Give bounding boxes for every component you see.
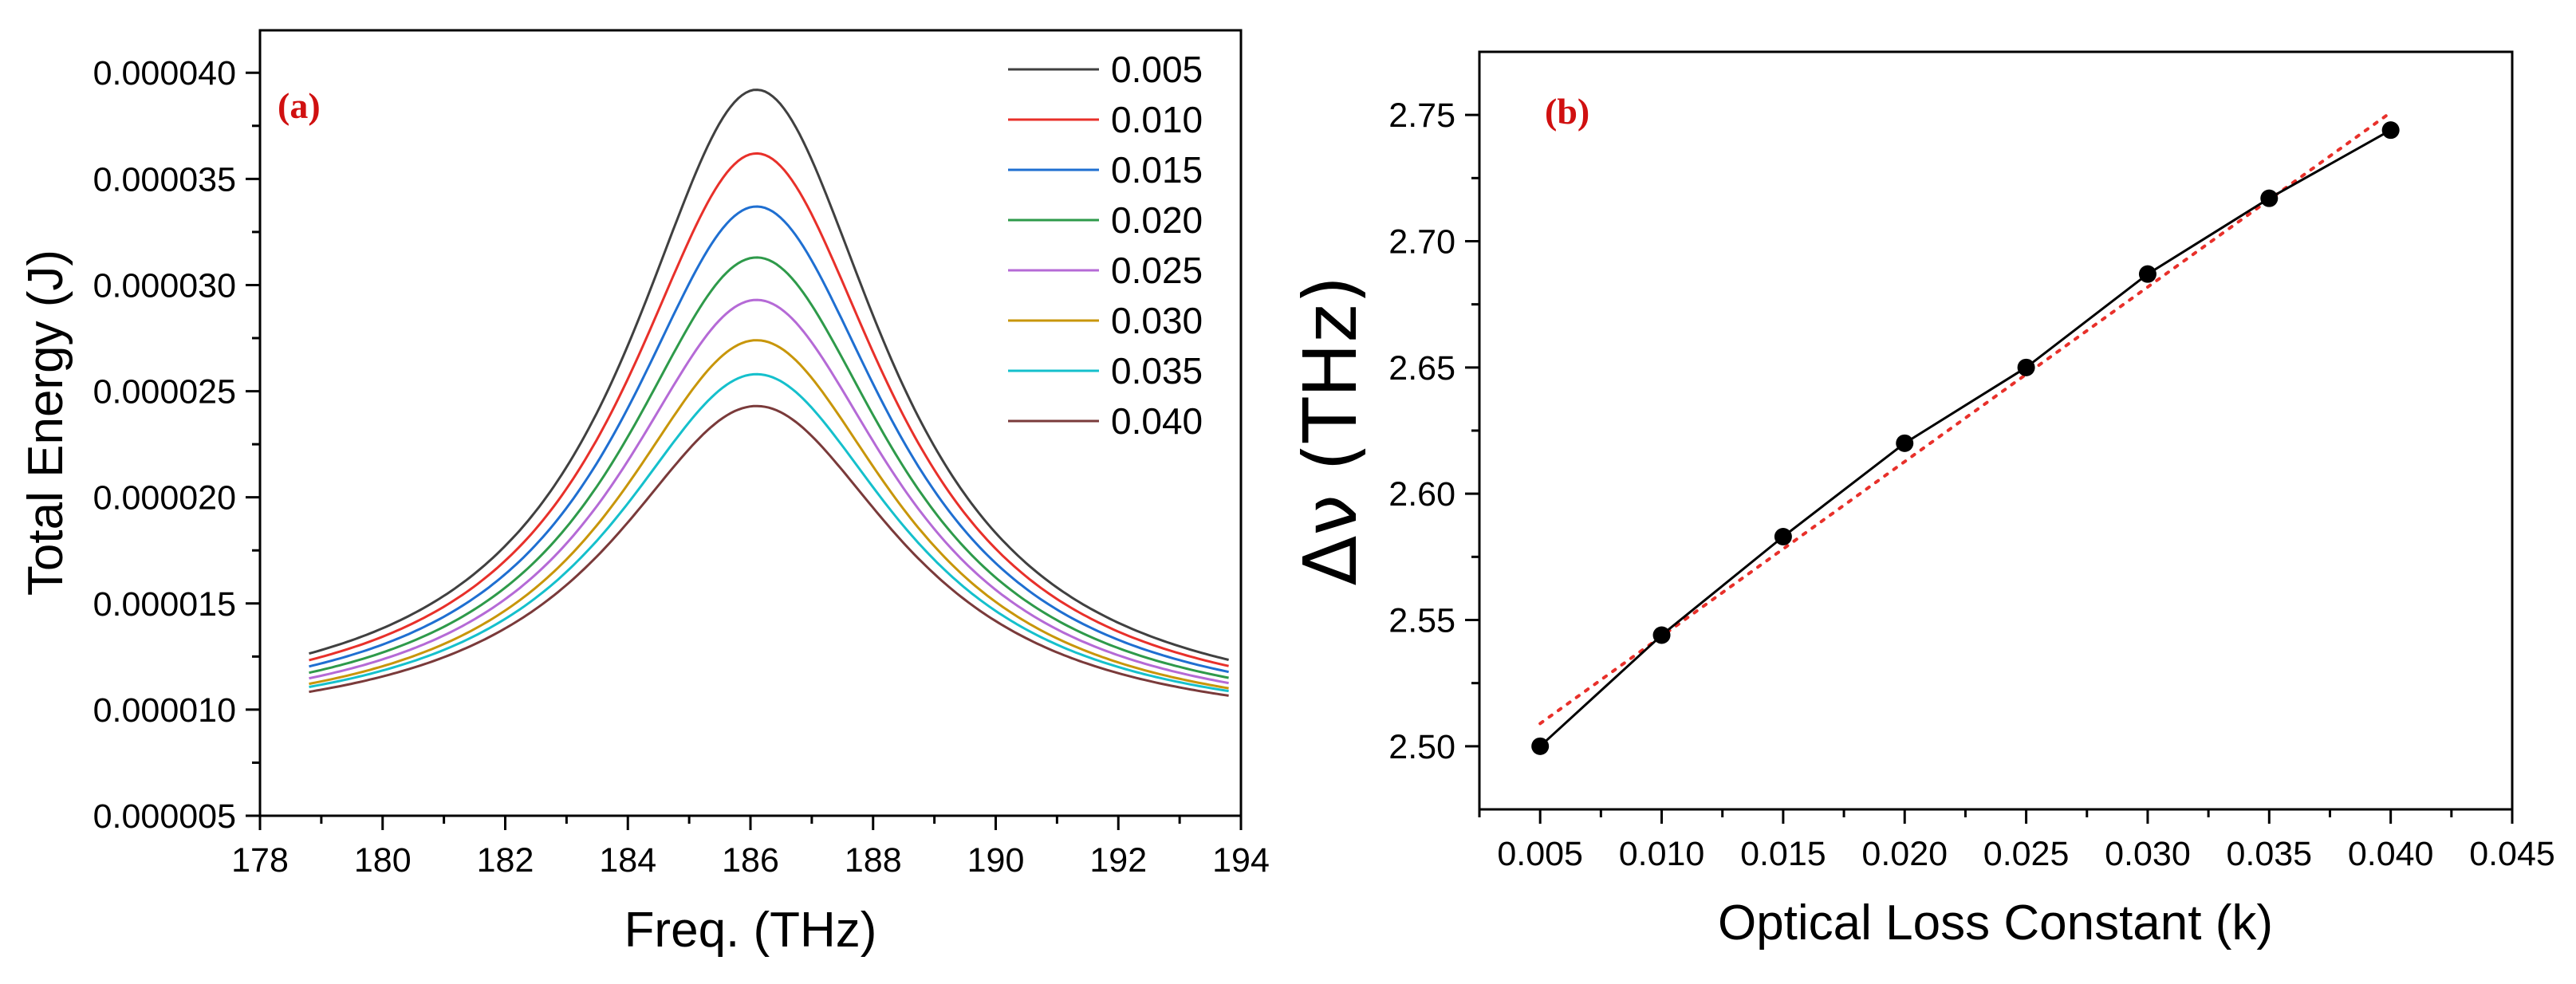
panel-a-legend-label-5: 0.030 xyxy=(1111,300,1203,341)
panel-b-y-tick-label: 2.65 xyxy=(1388,349,1455,388)
panel-b-y-tick-label: 2.60 xyxy=(1388,475,1455,514)
panel-b-data-point-6 xyxy=(2260,189,2279,207)
panel-b-x-axis: 0.005 0.010 0.015 0.020 0.025 0.030 0.035 0.040… xyxy=(1478,809,2555,873)
panel-a-x-axis: 178 180 182 184 186 188 190 192 194 xyxy=(231,816,1270,880)
panel-a-y-axis-title: Total Energy (J) xyxy=(18,250,73,596)
panel-b-x-tick-label: 0.035 xyxy=(2226,835,2312,873)
panel-a-series-line-3 xyxy=(309,256,1229,679)
panel-a-label: (a) xyxy=(278,85,321,126)
panel-b-data-point-7 xyxy=(2381,121,2400,140)
panel-b-data-point-4 xyxy=(2017,358,2035,376)
panel-a-y-tick-label: 0.000005 xyxy=(93,797,236,836)
panel-a-series-line-4 xyxy=(309,298,1229,685)
panel-a-plot-frame xyxy=(258,29,1243,817)
panel-a-x-tick-label: 184 xyxy=(599,841,656,880)
panel-a-curves xyxy=(309,89,1229,697)
panel-b-y-axis: 2.50 2.55 2.60 2.65 2.70 2.75 xyxy=(1388,96,1479,766)
panel-a-x-tick-label: 180 xyxy=(354,841,412,880)
panel-a-series-line-5 xyxy=(309,339,1229,690)
panel-b-y-axis-title: Δν (THz) xyxy=(1288,275,1373,585)
panel-b-data-point-0 xyxy=(1531,737,1550,755)
panel-a-x-tick-label: 178 xyxy=(231,841,289,880)
panel-a-y-tick-label: 0.000035 xyxy=(93,160,236,199)
panel-a-legend-label-3: 0.020 xyxy=(1111,199,1203,241)
panel-b-series xyxy=(1531,111,2400,755)
panel-b-x-tick-label: 0.020 xyxy=(1861,835,1948,873)
panel-a-y-tick-label: 0.000015 xyxy=(93,585,236,624)
panel-b-label: (b) xyxy=(1545,91,1589,132)
panel-a-legend-label-0: 0.005 xyxy=(1111,49,1203,90)
panel-a-y-tick-label: 0.000020 xyxy=(93,479,236,518)
panel-a-x-tick-label: 188 xyxy=(845,841,902,880)
panel-a-x-axis-title: Freq. (THz) xyxy=(624,903,877,958)
panel-b-x-tick-label: 0.045 xyxy=(2469,835,2555,873)
panel-b-chart: 2.50 2.55 2.60 2.65 2.70 2.75 0.005 0.010 0.015… xyxy=(1288,50,2555,951)
panel-a-y-axis: 0.000005 0.000010 0.000015 0.000020 0.000025… xyxy=(93,54,260,836)
panel-b-x-tick-label: 0.040 xyxy=(2348,835,2434,873)
panel-b-x-tick-label: 0.015 xyxy=(1740,835,1826,873)
panel-a-legend-label-7: 0.040 xyxy=(1111,400,1203,442)
panel-b-x-axis-title: Optical Loss Constant (k) xyxy=(1718,895,2273,951)
panel-a-y-tick-label: 0.000010 xyxy=(93,691,236,730)
panel-b-fit-line xyxy=(1538,111,2393,726)
panel-a-series-line-6 xyxy=(309,372,1229,693)
panel-a-legend-label-1: 0.010 xyxy=(1111,99,1203,140)
panel-a-chart: 0.000005 0.000010 0.000015 0.000020 0.000025… xyxy=(18,29,1270,958)
panel-a-legend: 0.005 0.010 0.015 0.020 0.025 0.030 0.035 0.040 xyxy=(1008,49,1203,442)
panel-a-y-tick-label: 0.000025 xyxy=(93,373,236,411)
panel-b-data-line xyxy=(1539,128,2392,747)
panel-a-x-tick-label: 194 xyxy=(1212,841,1270,880)
panel-a-series-line-0 xyxy=(309,89,1229,661)
panel-b-y-tick-label: 2.75 xyxy=(1388,96,1455,135)
panel-a-legend-label-4: 0.025 xyxy=(1111,250,1203,291)
panel-a-x-tick-label: 182 xyxy=(477,841,534,880)
panel-b-data-point-2 xyxy=(1774,528,1792,545)
panel-a-y-tick-label: 0.000040 xyxy=(93,54,236,92)
panel-a-y-tick-label: 0.000030 xyxy=(93,266,236,305)
panel-a-x-tick-label: 190 xyxy=(967,841,1025,880)
panel-b-plot-frame xyxy=(1478,50,2514,811)
panel-a-x-tick-label: 192 xyxy=(1089,841,1147,880)
panel-b-data-point-1 xyxy=(1652,626,1671,644)
panel-a-series-line-1 xyxy=(309,152,1229,667)
panel-b-x-tick-label: 0.005 xyxy=(1497,835,1583,873)
panel-a-series-line-2 xyxy=(309,205,1229,674)
panel-b-x-tick-label: 0.030 xyxy=(2105,835,2191,873)
panel-b-y-tick-label: 2.70 xyxy=(1388,223,1455,262)
panel-b-data-point-5 xyxy=(2138,265,2157,283)
panel-b-y-tick-label: 2.50 xyxy=(1388,728,1455,766)
panel-b-data-point-3 xyxy=(1896,434,1914,452)
panel-a-series-line-7 xyxy=(309,404,1229,697)
panel-a-legend-label-2: 0.015 xyxy=(1111,149,1203,191)
panel-a-legend-label-6: 0.035 xyxy=(1111,350,1203,392)
panel-a-x-tick-label: 186 xyxy=(722,841,779,880)
panel-b-x-tick-label: 0.010 xyxy=(1619,835,1705,873)
panel-b-y-tick-label: 2.55 xyxy=(1388,602,1455,640)
panel-b-x-tick-label: 0.025 xyxy=(1983,835,2070,873)
